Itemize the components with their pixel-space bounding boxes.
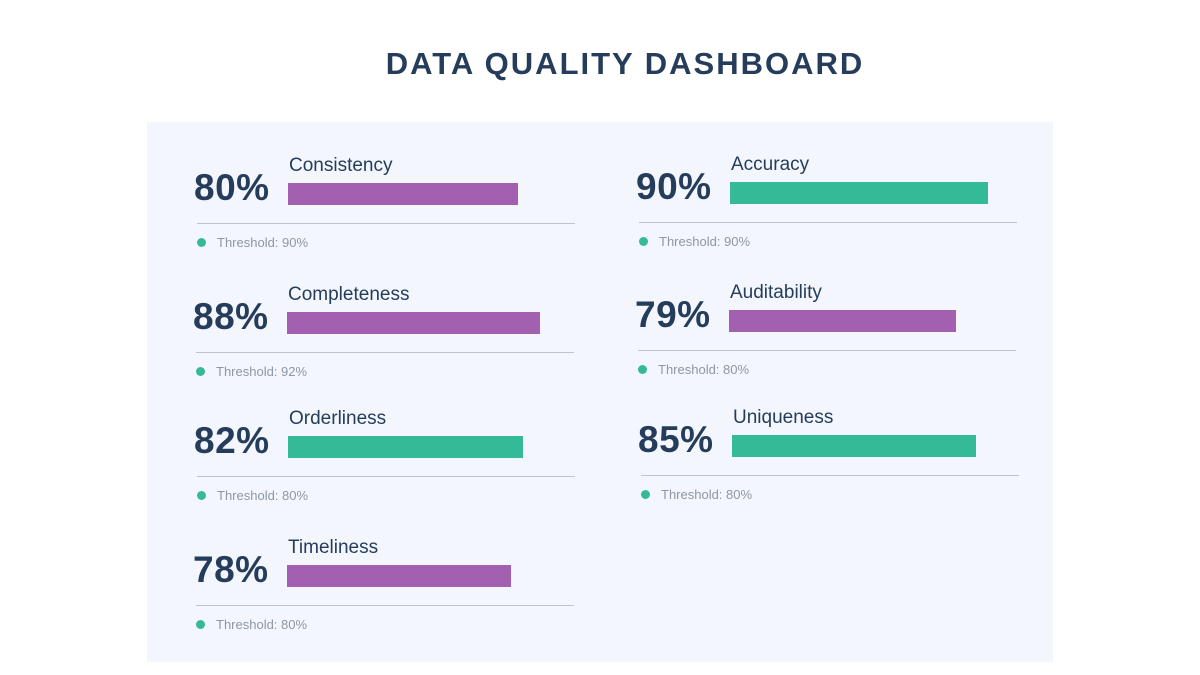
threshold-dot-icon [641, 489, 650, 499]
metric-bar [730, 182, 988, 204]
metric-timeliness: 78% Timeliness Threshold: 80% [193, 504, 574, 632]
divider [638, 350, 1016, 351]
dashboard-title: DATA QUALITY DASHBOARD [385, 46, 865, 81]
metric-consistency: 80% Consistency Threshold: 90% [194, 122, 575, 250]
metric-name: Auditability [730, 282, 822, 303]
metric-accuracy: 90% Accuracy Threshold: 90% [636, 121, 1017, 249]
metric-value: 82% [194, 420, 270, 461]
metric-uniqueness: 85% Uniqueness Threshold: 80% [638, 374, 1019, 502]
threshold-row: Threshold: 80% [638, 361, 749, 377]
threshold-label: Threshold: 92% [216, 363, 308, 379]
metric-value: 79% [635, 294, 711, 335]
metric-orderliness: 82% Orderliness Threshold: 80% [194, 375, 575, 503]
metric-name: Timeliness [288, 537, 379, 558]
divider [197, 223, 575, 224]
metric-value: 88% [193, 296, 269, 337]
threshold-row: Threshold: 90% [197, 234, 308, 250]
threshold-label: Threshold: 80% [661, 486, 753, 502]
threshold-dot-icon [196, 619, 205, 629]
threshold-row: Threshold: 80% [196, 616, 307, 632]
metric-bar [287, 565, 511, 587]
threshold-dot-icon [197, 237, 206, 247]
metric-value: 85% [638, 419, 714, 460]
threshold-label: Threshold: 90% [659, 233, 751, 249]
threshold-dot-icon [639, 236, 648, 246]
metric-name: Orderliness [289, 408, 387, 429]
metric-bar [287, 312, 540, 334]
metric-bar [288, 436, 523, 458]
threshold-row: Threshold: 80% [641, 486, 752, 502]
divider [197, 476, 575, 477]
threshold-dot-icon [638, 364, 647, 374]
threshold-label: Threshold: 80% [217, 487, 309, 503]
metric-bar [288, 183, 518, 205]
metric-value: 78% [193, 549, 269, 590]
threshold-dot-icon [196, 366, 205, 376]
threshold-row: Threshold: 92% [196, 363, 307, 379]
threshold-dot-icon [197, 490, 206, 500]
metric-name: Uniqueness [733, 407, 834, 428]
metric-name: Consistency [289, 155, 393, 176]
threshold-label: Threshold: 80% [658, 361, 750, 377]
threshold-row: Threshold: 80% [197, 487, 308, 503]
metric-bar [732, 435, 976, 457]
threshold-row: Threshold: 90% [639, 233, 750, 249]
metric-auditability: 79% Auditability Threshold: 80% [635, 249, 1016, 377]
metric-value: 90% [636, 166, 712, 207]
divider [641, 475, 1019, 476]
metric-value: 80% [194, 167, 270, 208]
metric-name: Accuracy [731, 154, 810, 175]
divider [196, 605, 574, 606]
threshold-label: Threshold: 80% [216, 616, 308, 632]
metrics-panel: 80% Consistency Threshold: 90% 88% Compl… [147, 122, 1053, 662]
metric-completeness: 88% Completeness Threshold: 92% [193, 251, 574, 379]
divider [639, 222, 1017, 223]
metric-bar [729, 310, 956, 332]
metric-name: Completeness [288, 284, 410, 305]
divider [196, 352, 574, 353]
threshold-label: Threshold: 90% [217, 234, 309, 250]
